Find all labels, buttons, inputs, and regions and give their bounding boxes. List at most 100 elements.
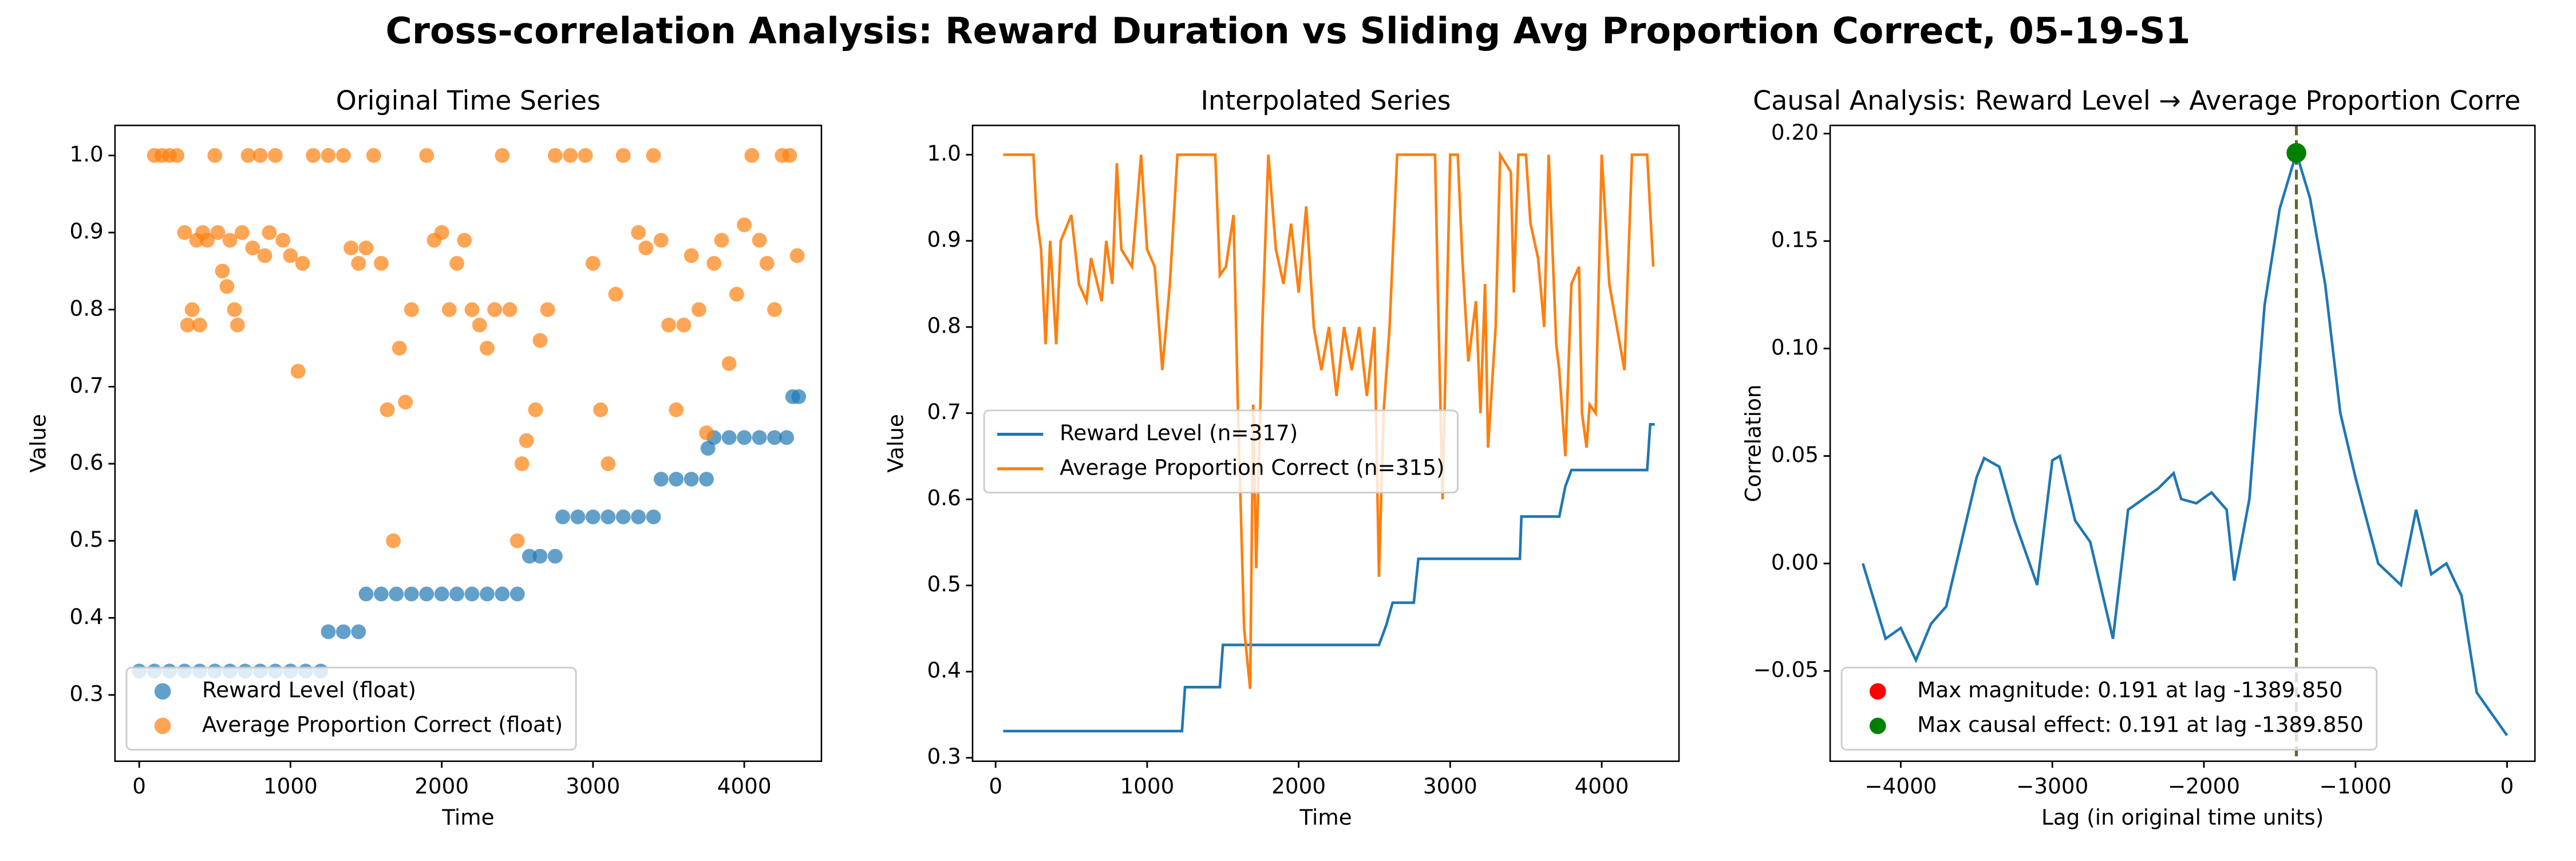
scatter-point [600,510,616,524]
scatter-point [676,317,692,333]
scatter-point [737,430,752,445]
scatter-point [335,624,351,639]
legend-label: Max magnitude: 0.191 at lag -1389.850 [1917,677,2342,702]
scatter-point [210,225,226,240]
scatter-point [351,624,366,639]
legend-label: Max causal effect: 0.191 at lag -1389.85… [1917,712,2364,737]
scatter-point [509,586,525,602]
scatter-point [638,240,654,256]
scatter-point [502,302,517,317]
plot-area [1003,150,1655,733]
scatter-point [683,248,699,263]
x-tick-label: 4000 [717,773,772,799]
legend: Reward Level (float) Average Proportion C… [125,666,577,751]
y-tick-label: 0.7 [69,373,103,398]
scatter-point [653,472,669,487]
axes-frame [1829,124,2536,763]
scatter-point [767,302,782,317]
scatter-point [207,148,223,163]
scatter-point [480,341,495,356]
y-tick-label: 0.8 [927,313,961,338]
scatter-point [608,286,623,302]
scatter-point [335,148,351,163]
scatter-point [528,402,543,417]
scatter-point [487,302,503,317]
scatter-point [706,256,722,271]
scatter-point [215,263,230,279]
x-tick-label: 3000 [1423,773,1477,799]
scatter-point [472,317,487,333]
scatter-point [295,256,310,271]
scatter-point [283,248,298,263]
subplot-title: Interpolated Series [1201,85,1451,116]
x-axis-label: Lag (in original time units) [2041,805,2324,830]
scatter-point [691,302,706,317]
y-tick-label: 1.0 [927,141,961,166]
plot-area [1862,125,2508,761]
scatter-point [600,456,616,471]
legend: Reward Level (n=317) Average Proportion C… [983,409,1459,493]
scatter-point [729,286,744,302]
scatter-point [351,256,366,271]
scatter-point [495,586,510,602]
scatter-point [380,402,395,417]
scatter-point [234,225,250,240]
scatter-point [358,240,374,256]
legend-box [983,409,1459,493]
scatter-point [441,302,457,317]
scatter-point [699,425,714,441]
scatter-point [721,356,737,371]
scatter-point [177,225,192,240]
scatter-point [449,586,465,602]
scatter-point [532,548,548,564]
scatter-point [252,148,268,163]
legend-label: Reward Level (n=317) [1060,420,1298,445]
scatter-point [230,317,245,333]
scatter-point [268,148,283,163]
legend-marker [1869,683,1886,700]
scatter-point [653,232,669,248]
scatter-point [646,510,661,524]
axes-frame [971,124,1680,763]
x-tick-label: −1000 [2320,773,2392,799]
y-tick-label: 0.9 [69,219,103,244]
scatter-point [631,225,646,240]
scatter-point [646,148,661,163]
scatter-point [358,586,374,602]
scatter-point [752,232,767,248]
y-tick-label: −0.05 [1753,657,1819,682]
scatter-point [586,256,600,271]
scatter-point [744,148,760,163]
scatter-point [570,510,586,524]
scatter-point [509,533,525,548]
subplot-title: Original Time Series [336,85,600,116]
scatter-point [532,333,548,348]
x-tick-label: −2000 [2168,773,2240,799]
scatter-point [547,548,563,564]
x-tick-label: 1000 [1120,773,1174,799]
x-tick-label: −3000 [2016,773,2088,799]
scatter-point [480,586,495,602]
x-axis-label: Time [1299,805,1352,830]
scatter-point [752,430,767,445]
y-tick-label: 0.5 [927,571,961,597]
y-tick-label: 0.20 [1771,120,1819,145]
scatter-point [321,148,336,163]
scatter-point [386,533,401,548]
y-tick-label: 0.15 [1771,227,1819,252]
y-axis-label: Value [25,414,50,472]
scatter-point [275,232,291,248]
line-series [1003,422,1655,733]
x-tick-label: 0 [2500,773,2514,799]
scatter-point [522,548,537,564]
scatter-point [555,510,570,524]
scatter-point [721,430,737,445]
scatter-point [791,389,807,404]
legend-marker [154,717,171,734]
x-tick-label: 1000 [263,773,318,799]
scatter-point [366,148,381,163]
scatter-point [184,302,200,317]
scatter-point [169,148,185,163]
scatter-point [661,317,676,333]
